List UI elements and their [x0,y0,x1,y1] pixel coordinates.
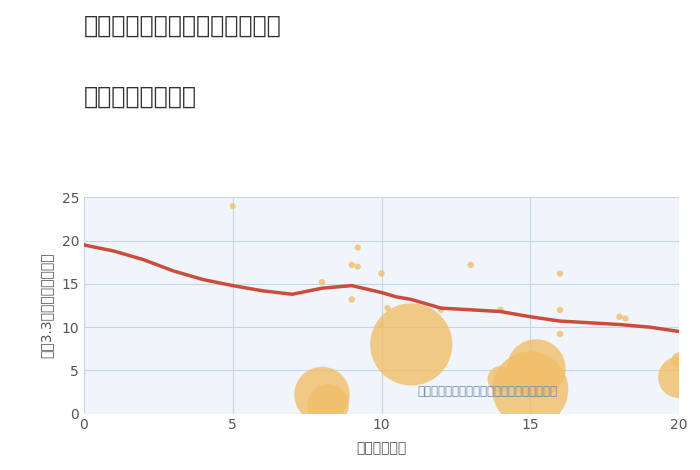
Y-axis label: 坪（3.3㎡）単価（万円）: 坪（3.3㎡）単価（万円） [39,253,53,358]
Point [525,367,536,374]
Point [376,321,387,329]
Point [673,374,685,381]
Point [435,306,447,313]
Point [227,202,238,210]
Point [614,313,625,321]
Point [495,306,506,313]
Text: 兵庫県たつの市揖保川町野田の: 兵庫県たつの市揖保川町野田の [84,14,281,38]
Point [382,305,393,312]
Point [673,356,685,364]
Point [352,263,363,270]
Point [465,261,476,269]
Point [316,278,328,286]
Point [554,306,566,313]
Point [376,270,387,277]
Point [531,365,542,372]
Point [620,315,631,322]
Point [316,391,328,399]
Text: 円の大きさは、取引のあった物件面積を示す: 円の大きさは、取引のあった物件面積を示す [417,385,557,399]
Text: 駅距離別土地価格: 駅距離別土地価格 [84,85,197,109]
Point [406,341,417,348]
Point [346,296,357,303]
Point [525,385,536,393]
Point [554,270,566,277]
Point [495,375,506,383]
Point [352,244,363,251]
X-axis label: 駅距離（分）: 駅距離（分） [356,441,407,455]
Point [322,401,333,409]
Point [554,330,566,338]
Point [346,261,357,269]
